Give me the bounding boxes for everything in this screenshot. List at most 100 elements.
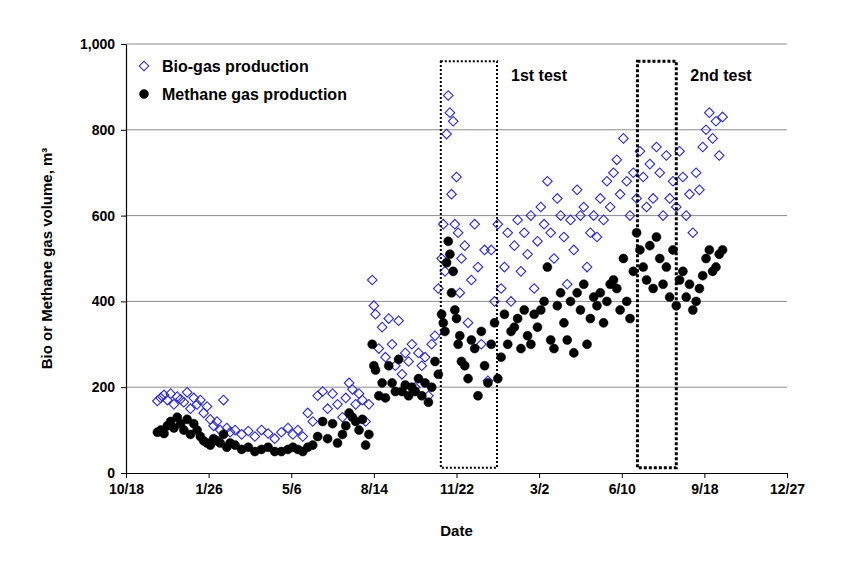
tick-label: 11/22: [440, 481, 474, 497]
y-axis: 02004006008001,000: [80, 36, 127, 481]
tick-mark: [121, 387, 126, 388]
point: [536, 202, 546, 212]
point: [487, 340, 496, 349]
point: [609, 168, 619, 178]
point: [323, 434, 332, 443]
point: [718, 245, 727, 254]
point: [328, 419, 337, 428]
tick: 3/2: [530, 473, 550, 497]
tick-mark: [457, 473, 458, 478]
tick-mark: [121, 473, 126, 474]
tick: 1/26: [196, 473, 223, 497]
tick-mark: [622, 473, 623, 478]
point: [652, 233, 661, 242]
point: [642, 202, 652, 212]
point: [176, 394, 186, 404]
tick-mark: [291, 473, 292, 478]
tick: 200: [92, 379, 126, 395]
point: [313, 432, 322, 441]
point: [596, 288, 605, 297]
point: [449, 267, 458, 276]
point: [166, 389, 176, 399]
point: [367, 275, 377, 285]
point: [354, 389, 364, 399]
point: [457, 254, 467, 264]
point: [344, 378, 354, 388]
tick-mark: [121, 216, 126, 217]
point: [543, 176, 553, 186]
chart: 10/181/265/68/1411/223/26/109/1812/27020…: [0, 0, 852, 568]
point: [480, 361, 489, 370]
point: [470, 219, 480, 229]
tick: 1,000: [80, 36, 126, 52]
point: [371, 309, 381, 319]
point: [602, 176, 612, 186]
point: [583, 340, 592, 349]
point: [455, 331, 464, 340]
point: [445, 250, 454, 259]
tick-mark: [209, 473, 210, 478]
tick-label: 600: [92, 208, 116, 224]
x-axis-title: Date: [440, 522, 473, 539]
point: [692, 297, 701, 306]
tick-label: 800: [92, 122, 116, 138]
point: [622, 297, 631, 306]
point: [595, 194, 605, 204]
point: [500, 262, 510, 272]
point: [658, 211, 668, 221]
tick-label: 3/2: [530, 481, 550, 497]
point: [448, 116, 458, 126]
point: [602, 297, 611, 306]
tick-label: 10/18: [109, 481, 144, 497]
point: [318, 417, 327, 426]
point: [381, 393, 390, 402]
point: [364, 400, 374, 410]
annotation-box: [441, 61, 497, 468]
point: [463, 318, 473, 328]
point: [257, 425, 267, 435]
point: [599, 318, 608, 327]
point: [688, 228, 698, 238]
point: [358, 415, 367, 424]
point: [615, 189, 625, 199]
tick-mark: [539, 473, 540, 478]
point: [678, 172, 688, 182]
point: [625, 314, 634, 323]
point: [553, 301, 562, 310]
point: [407, 340, 417, 350]
point: [341, 421, 350, 430]
point: [503, 228, 513, 238]
legend-marker: [139, 89, 148, 98]
point: [237, 430, 247, 440]
tick-mark: [121, 301, 126, 302]
tick-label: 8/14: [361, 481, 388, 497]
point: [536, 305, 545, 314]
point: [546, 228, 556, 238]
tick: 800: [92, 122, 126, 138]
point: [619, 134, 629, 144]
point: [659, 280, 668, 289]
point: [665, 194, 675, 204]
tick: 400: [92, 293, 126, 309]
point: [698, 142, 708, 152]
point: [695, 185, 705, 195]
point: [444, 237, 453, 246]
point: [510, 241, 520, 251]
point: [424, 398, 433, 407]
point: [533, 323, 542, 332]
point: [569, 245, 579, 255]
annotation-box: [637, 61, 676, 468]
point: [519, 228, 529, 238]
legend-label: Bio-gas production: [162, 58, 309, 75]
point: [616, 305, 625, 314]
point: [559, 318, 568, 327]
point: [553, 194, 563, 204]
tick-mark: [374, 473, 375, 478]
point: [394, 316, 404, 326]
point: [369, 301, 379, 311]
grid-line: [126, 44, 787, 45]
legend-marker: [139, 61, 149, 71]
tick-label: 5/6: [282, 481, 302, 497]
point: [592, 232, 602, 242]
point: [219, 430, 228, 439]
